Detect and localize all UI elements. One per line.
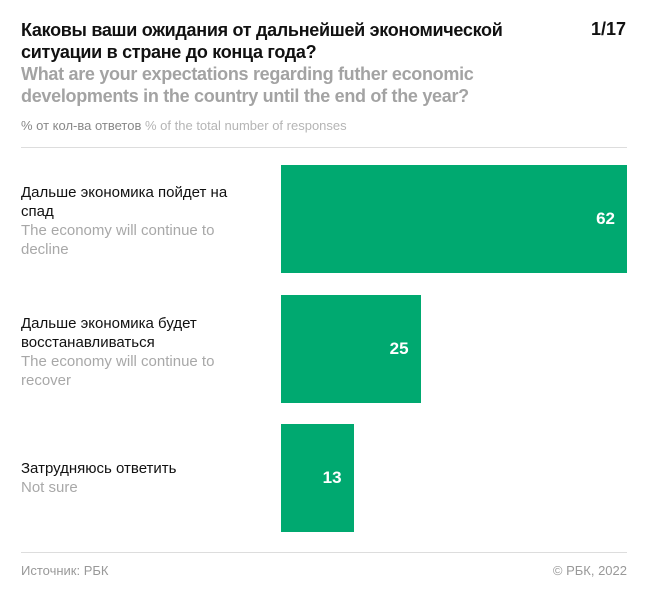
category-label-en: The economy will continue to decline	[21, 222, 215, 258]
chart-title: Каковы ваши ожидания от дальнейшей эконо…	[21, 20, 503, 62]
bar	[281, 165, 627, 273]
units-en: % of the total number of responses	[145, 118, 347, 133]
page-indicator: 1/17	[590, 19, 626, 39]
copyright: © РБК, 2022	[552, 563, 627, 578]
category-label: Дальше экономика пойдет на спад The econo…	[21, 183, 261, 259]
data-label: 25	[389, 339, 409, 358]
category-label-en: The economy will continue to recover	[21, 353, 215, 389]
top-divider	[21, 147, 627, 148]
bottom-divider	[21, 552, 627, 553]
category-label: Затрудняюсь ответить Not sure	[21, 459, 261, 497]
units-note: % от кол-ва ответов % of the total numbe…	[21, 118, 347, 133]
source: Источник: РБК	[21, 563, 109, 578]
chart-subtitle: What are your expectations regarding fut…	[21, 64, 474, 106]
bar	[281, 424, 354, 532]
category-label-ru: Дальше экономика пойдет на спад	[21, 184, 228, 220]
category-label-ru: Затрудняюсь ответить	[21, 460, 177, 477]
bar	[281, 295, 421, 403]
data-label: 62	[596, 209, 615, 228]
category-label-ru: Дальше экономика будет восстанавливаться	[21, 315, 197, 351]
units-ru: % от кол-ва ответов	[21, 118, 142, 133]
data-label: 13	[322, 468, 342, 487]
category-label-en: Not sure	[21, 479, 78, 496]
category-label: Дальше экономика будет восстанавливаться…	[21, 314, 261, 390]
